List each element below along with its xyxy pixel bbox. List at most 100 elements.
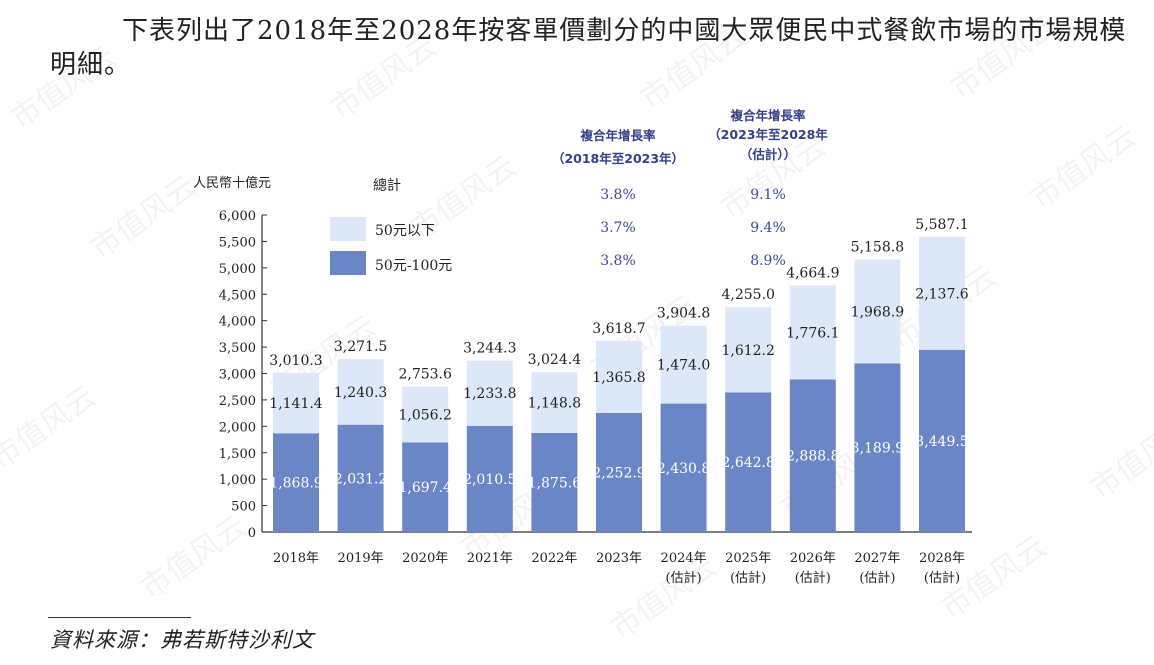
bar-segment-50-100: [466, 425, 513, 532]
bar-value-50-100: 2,642.8: [721, 455, 774, 471]
watermark-text: 市值风云: [135, 509, 253, 606]
bar-segment-under-50: [337, 359, 384, 425]
y-tick-label: 6,000: [219, 209, 256, 224]
bar-segment-under-50: [854, 259, 901, 364]
bar-segment-under-50: [919, 236, 965, 350]
bar-total-label: 2,753.6: [398, 367, 452, 383]
bar-segment-50-100: [531, 432, 578, 532]
cagr-title: （2018年至2023年）: [552, 151, 684, 166]
y-tick-label: 3,000: [219, 368, 256, 383]
bar-value-under-50: 1,612.2: [721, 343, 774, 359]
bar-segment-under-50: [789, 285, 836, 380]
bar-total-label: 3,271.5: [334, 339, 387, 355]
y-tick-label: 5,000: [219, 262, 256, 277]
watermark-text: 市值风云: [715, 129, 833, 226]
x-category-label: 2020年: [402, 551, 448, 566]
bar-value-50-100: 2,430.8: [657, 461, 710, 477]
watermark-text: 市值风云: [0, 379, 103, 476]
x-category-label: (估計): [859, 570, 895, 586]
legend-lower-label: 50元-100元: [375, 258, 452, 274]
bar-total-label: 3,904.8: [657, 306, 710, 322]
bar-total-label: 3,618.7: [592, 321, 645, 337]
bar-total-label: 3,244.3: [463, 341, 516, 357]
cagr-title: （估計））: [740, 147, 796, 162]
x-category-label: (估計): [924, 570, 960, 586]
bar-total-label: 3,010.3: [269, 353, 322, 369]
x-category-label: 2027年: [854, 551, 900, 566]
bar-value-50-100: 2,010.5: [463, 472, 516, 488]
cagr-title: （2023年至2028年: [708, 127, 828, 142]
x-category-label: 2019年: [338, 551, 384, 566]
bar-value-50-100: 2,888.8: [786, 449, 839, 465]
bar-value-under-50: 1,365.8: [592, 370, 645, 386]
bar-value-under-50: 1,240.3: [334, 385, 387, 401]
cagr-title: 複合年增長率: [729, 108, 806, 123]
y-tick-label: 1,500: [219, 447, 256, 462]
bar-value-50-100: 1,868.9: [269, 476, 322, 492]
y-tick-label: 2,500: [219, 394, 256, 409]
source-note: 資料來源：弗若斯特沙利文: [50, 628, 314, 652]
bar-total-label: 4,255.0: [721, 287, 774, 303]
watermark-text: 市值风云: [635, 19, 753, 116]
legend-total-label: 總計: [373, 177, 401, 194]
bar-segment-under-50: [660, 325, 707, 404]
x-category-label: (估計): [730, 570, 766, 586]
legend-lower-swatch: [330, 251, 366, 275]
cagr-value: 9.1%: [750, 187, 786, 203]
bar-segment-under-50: [725, 307, 772, 393]
x-category-label: (估計): [795, 570, 831, 586]
y-tick-label: 4,000: [219, 315, 256, 330]
cagr-title: 複合年增長率: [579, 128, 656, 143]
bar-value-under-50: 1,056.2: [398, 407, 451, 423]
watermark-text: 市值风云: [1025, 119, 1143, 216]
bar-value-under-50: 2,137.6: [915, 286, 969, 302]
y-tick-label: 0: [248, 526, 256, 541]
watermark-text: 市值风云: [945, 9, 1063, 106]
bar-segment-under-50: [273, 372, 319, 434]
bar-segment-50-100: [402, 442, 449, 532]
x-category-label: 2023年: [596, 551, 642, 566]
bar-segment-under-50: [596, 340, 642, 413]
watermark-text: 市值风云: [1085, 409, 1154, 506]
bar-value-under-50: 1,148.8: [528, 396, 581, 412]
watermark-text: 市值风云: [85, 169, 203, 266]
bar-total-label: 5,158.8: [851, 239, 904, 255]
bar-value-50-100: 2,252.9: [592, 465, 645, 481]
y-tick-label: 500: [231, 500, 256, 515]
bar-value-under-50: 1,141.4: [269, 396, 323, 412]
bar-segment-50-100: [789, 379, 836, 532]
bar-value-under-50: 1,233.8: [463, 386, 516, 402]
cagr-value: 3.7%: [600, 220, 636, 236]
bar-value-under-50: 1,968.9: [851, 304, 904, 320]
cagr-value: 3.8%: [600, 253, 636, 269]
x-category-label: 2022年: [531, 551, 577, 566]
bar-value-50-100: 1,697.4: [398, 480, 452, 496]
bar-segment-50-100: [660, 403, 707, 532]
bar-segment-50-100: [337, 424, 384, 532]
bar-segment-under-50: [531, 372, 578, 433]
x-category-label: (估計): [666, 570, 702, 586]
bar-segment-50-100: [725, 392, 772, 532]
legend-upper-label: 50元以下: [375, 223, 435, 239]
cagr-value: 9.4%: [750, 220, 786, 236]
bar-value-50-100: 3,449.5: [915, 434, 968, 450]
y-unit-label: 人民幣十億元: [193, 175, 271, 191]
bar-segment-under-50: [466, 360, 513, 426]
bar-value-under-50: 1,474.0: [657, 358, 710, 374]
y-tick-label: 1,000: [219, 473, 256, 488]
bar-total-label: 5,587.1: [915, 217, 968, 233]
intro-paragraph: 下表列出了2018年至2028年按客單價劃分的中國大眾便民中式餐飲市場的市場規模…: [50, 16, 1127, 80]
bar-segment-50-100: [854, 363, 901, 532]
bar-segment-50-100: [273, 433, 319, 532]
bar-total-label: 4,664.9: [786, 266, 839, 282]
x-category-label: 2018年: [273, 551, 319, 566]
bar-segment-50-100: [919, 349, 965, 532]
x-category-label: 2021年: [467, 551, 513, 566]
watermark-text: 市值风云: [325, 29, 443, 126]
y-tick-label: 2,000: [219, 420, 256, 435]
cagr-value: 8.9%: [750, 253, 786, 269]
bar-value-50-100: 2,031.2: [334, 471, 387, 487]
x-category-label: 2026年: [790, 551, 836, 566]
bar-value-50-100: 1,875.6: [528, 475, 582, 491]
